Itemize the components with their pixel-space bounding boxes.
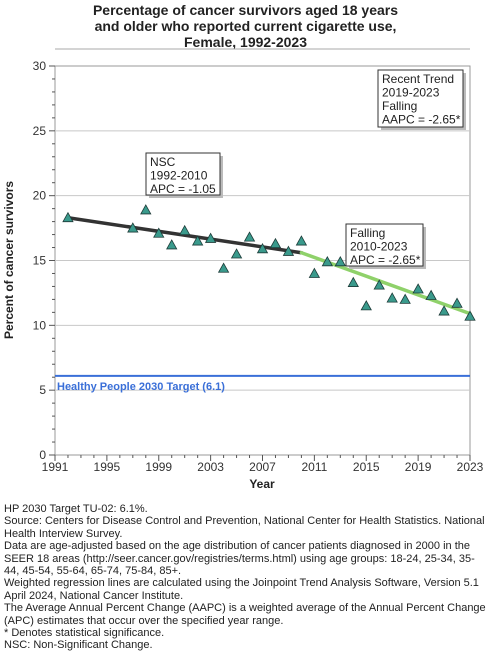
x-tick-label: 1995 — [94, 460, 121, 474]
y-tick-label: 5 — [39, 383, 46, 397]
chart-title: Percentage of cancer survivors aged 18 y… — [0, 2, 491, 50]
data-point — [127, 222, 139, 233]
data-point — [464, 310, 476, 321]
chart-title-line-2: and older who reported current cigarette… — [94, 18, 397, 34]
chart-title-line-1: Percentage of cancer survivors aged 18 y… — [92, 2, 399, 18]
y-tick-label: 15 — [33, 254, 47, 268]
chart-canvas: Healthy People 2030 Target (6.1) 0 5 10 15 2… — [2, 48, 484, 491]
axes: 0 5 10 15 20 25 30 1991 1995 1999 2003 2007 2011 2015… — [33, 59, 484, 474]
data-point — [230, 248, 243, 259]
footnote-significance: * Denotes statistical significance. — [4, 627, 165, 640]
annotation-box — [345, 223, 424, 267]
y-tick-label: 30 — [33, 59, 47, 73]
data-point — [295, 235, 308, 246]
x-tick-label: 2003 — [197, 460, 224, 474]
annotation-text: 2010-2023 — [350, 240, 408, 254]
footnote-age-adjustment: Data are age-adjusted based on the age d… — [4, 540, 475, 578]
chart-title-line-3: Female, 1992-2023 — [184, 34, 307, 50]
annotation-text: APC = -2.65* — [350, 253, 421, 267]
data-point — [179, 224, 191, 236]
data-point — [386, 292, 398, 303]
y-tick-label: 25 — [33, 124, 47, 138]
y-tick-label: 0 — [39, 448, 46, 462]
data-point — [256, 243, 269, 254]
annotation-text: Falling — [382, 99, 417, 113]
annotation-text: Recent Trend — [382, 72, 454, 86]
y-axis-label: Percent of cancer survivors — [2, 181, 16, 339]
data-point — [438, 305, 450, 316]
data-point — [347, 276, 359, 287]
y-tick-label: 20 — [33, 189, 47, 203]
data-point — [425, 289, 437, 300]
x-tick-label: 2019 — [405, 460, 432, 474]
data-point — [282, 245, 295, 256]
data-points — [62, 204, 476, 321]
y-tick-label: 10 — [33, 318, 47, 332]
annotation-text: NSC — [150, 155, 176, 169]
data-point — [360, 300, 372, 311]
data-point — [373, 279, 385, 290]
data-point — [269, 237, 282, 249]
x-axis-label: Year — [249, 477, 275, 491]
data-point — [412, 283, 424, 294]
x-tick-label: 2015 — [353, 460, 380, 474]
annotation-text: Falling — [350, 226, 385, 240]
footnotes: HP 2030 Target TU-02: 6.1%. Source: Cent… — [4, 503, 488, 652]
data-point — [243, 231, 256, 242]
data-point — [204, 232, 217, 243]
annotation-text: 1992-2010 — [150, 169, 208, 183]
annotation-text: AAPC = -2.65* — [382, 113, 461, 127]
footnote-source: Source: Centers for Disease Control and … — [4, 515, 485, 540]
x-tick-label: 1991 — [42, 460, 69, 474]
annotation-text: 2019-2023 — [382, 86, 440, 100]
x-tick-label: 2023 — [457, 460, 484, 474]
footnote-aapc: The Average Annual Percent Change (AAPC)… — [4, 602, 486, 627]
data-point — [166, 239, 178, 250]
data-point — [140, 204, 152, 215]
data-point — [217, 262, 230, 273]
data-point — [334, 255, 346, 267]
x-tick-label: 2011 — [301, 460, 327, 474]
data-point — [321, 255, 334, 267]
data-point — [191, 235, 204, 246]
reference-line-group: Healthy People 2030 Target (6.1) — [55, 374, 470, 393]
healthy-people-target-label: Healthy People 2030 Target (6.1) — [57, 381, 225, 393]
footnote-target: HP 2030 Target TU-02: 6.1%. — [4, 503, 148, 515]
data-point — [153, 227, 165, 238]
data-point — [308, 267, 321, 278]
x-tick-label: 1999 — [145, 460, 172, 474]
x-tick-label: 2007 — [249, 460, 276, 474]
data-point — [62, 211, 74, 223]
annotation-box — [377, 69, 464, 128]
annotation-text: APC = -1.05 — [150, 182, 216, 196]
data-point — [451, 297, 463, 308]
footnote-regression: Weighted regression lines are calculated… — [4, 577, 479, 602]
data-point — [399, 293, 411, 304]
annotation-box — [145, 152, 221, 196]
